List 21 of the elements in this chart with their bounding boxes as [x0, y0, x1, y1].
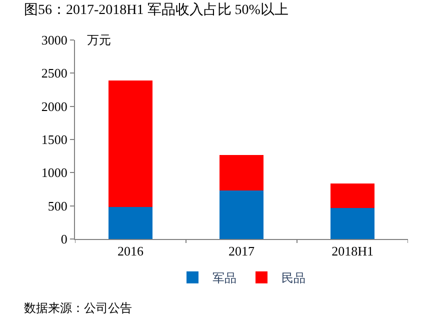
bar: [330, 183, 375, 208]
y-tick-label: 2000: [41, 98, 68, 114]
bar: [108, 80, 153, 208]
annotation: 万元: [87, 33, 111, 47]
source-note: 数据来源：公司公告: [24, 301, 132, 315]
chart-title: 图56：2017-2018H1 军品收入占比 50%以上: [24, 2, 288, 18]
y-tick-label: 0: [60, 232, 68, 247]
y-tick-label: 1000: [41, 165, 68, 180]
x-tick-label: 2016: [118, 244, 144, 259]
bar: [108, 207, 153, 239]
bar: [330, 208, 375, 239]
bar: [219, 154, 264, 191]
legend-label: 民品: [282, 271, 306, 286]
legend-label: 军品: [212, 271, 236, 286]
x-tick-label: 2017: [228, 244, 255, 259]
y-tick-label: 2500: [41, 66, 68, 81]
y-tick-label: 500: [48, 198, 68, 214]
y-tick-label: 1500: [41, 132, 68, 148]
x-tick-label: 2018H1: [332, 244, 374, 259]
bar: [219, 190, 264, 239]
y-tick-label: 3000: [41, 32, 68, 48]
